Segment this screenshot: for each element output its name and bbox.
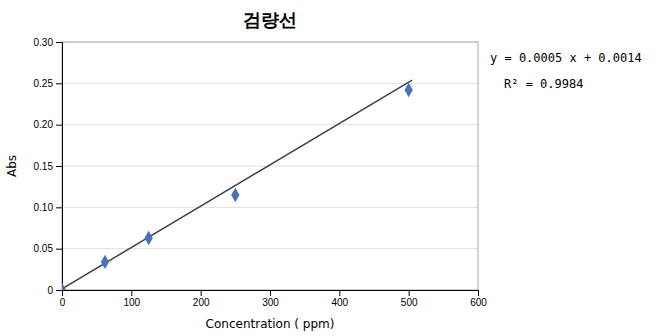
tick: 0.25 (34, 78, 62, 89)
grid-line (62, 248, 478, 249)
tick-mark (56, 83, 62, 84)
plot-area: 0 100 200 300 400 500 600 0 0.05 0.10 0.15 0.20 0.25… (34, 37, 488, 308)
tick-label: 0.10 (34, 202, 54, 213)
tick-label: 400 (331, 297, 348, 308)
tick-mark (56, 125, 62, 126)
tick-label: 200 (193, 297, 210, 308)
tick: 0.05 (34, 243, 62, 254)
tick-mark (478, 290, 479, 296)
tick-mark (339, 290, 340, 296)
tick-label: 0.15 (34, 161, 54, 172)
tick-label: 600 (470, 297, 487, 308)
data-point (405, 83, 413, 97)
x-axis-label: Concentration ( ppm) (206, 317, 335, 331)
grid-line (62, 124, 478, 125)
tick: 0.10 (34, 202, 62, 213)
tick-mark (56, 166, 62, 167)
tick-label: 0.25 (34, 78, 54, 89)
x-axis: 0 100 200 300 400 500 600 (60, 290, 488, 308)
tick-label: 0.05 (34, 243, 54, 254)
plot-frame (62, 42, 478, 290)
tick-mark (56, 249, 62, 250)
tick: 0.20 (34, 119, 62, 130)
tick-mark (201, 290, 202, 296)
tick-mark (270, 290, 271, 296)
tick-label: 0.30 (34, 37, 54, 48)
grid-line (62, 207, 478, 208)
tick: 400 (331, 290, 348, 308)
regression-line (62, 80, 412, 289)
annotation: y = 0.0005 x + 0.0014 (490, 51, 642, 65)
tick-label: 100 (123, 297, 140, 308)
tick: 0 (47, 285, 62, 296)
tick: 500 (401, 290, 418, 308)
tick: 200 (193, 290, 210, 308)
tick-mark (56, 207, 62, 208)
tick: 0 (60, 290, 66, 308)
title: 검량선 (243, 9, 297, 30)
chart: 0 100 200 300 400 500 600 0 0.05 0.10 0.15 0.20 0.25… (0, 0, 658, 336)
data-point (101, 255, 109, 269)
tick-label: 300 (262, 297, 279, 308)
tick: 0.30 (34, 37, 62, 48)
marks (62, 80, 413, 290)
data-point (231, 188, 239, 202)
tick-mark (409, 290, 410, 296)
data-point (145, 231, 153, 245)
tick-mark (56, 42, 62, 43)
tick-mark (131, 290, 132, 296)
data-point (62, 283, 66, 290)
annotation: R² = 0.9984 (504, 77, 583, 91)
tick-label: 0 (47, 285, 53, 296)
tick: 0.15 (34, 161, 62, 172)
tick-label: 500 (401, 297, 418, 308)
grid (62, 42, 478, 290)
tick: 600 (470, 290, 487, 308)
tick-label: 0.20 (34, 119, 54, 130)
axis-line (63, 291, 479, 297)
tick: 300 (262, 290, 279, 308)
grid-line (62, 83, 478, 84)
y-axis: 0 0.05 0.10 0.15 0.20 0.25 0.30 (34, 37, 63, 296)
tick-label: 0 (60, 297, 66, 308)
axis-line (56, 43, 63, 291)
y-axis-label: Abs (5, 155, 19, 177)
tick-mark (56, 290, 62, 291)
tick: 100 (123, 290, 140, 308)
